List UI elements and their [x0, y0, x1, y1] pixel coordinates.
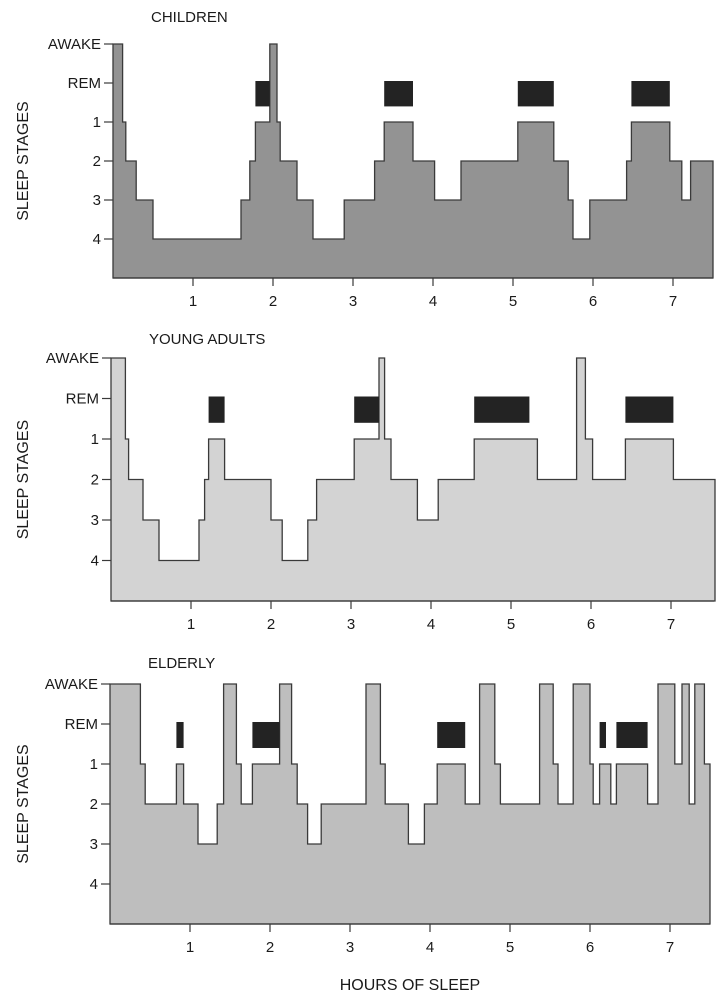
panel-children: CHILDREN SLEEP STAGES AWAKE REM 1 2 3 4 1 2 3 4 5 6 7 — [15, 9, 714, 310]
y-tick-label: 2 — [93, 153, 101, 170]
x-tick-label: 5 — [506, 939, 514, 956]
rem-period-bar — [255, 81, 270, 107]
y-tick-label: 3 — [91, 512, 99, 529]
y-tick-label: REM — [68, 75, 101, 92]
rem-period-bar — [437, 722, 466, 748]
y-tick-label: 1 — [90, 756, 98, 773]
panel-young-adults: YOUNG ADULTS SLEEP STAGES AWAKE REM 1 2 3 4 1 2 3 4… — [15, 331, 716, 633]
rem-period-bar — [384, 81, 413, 107]
panel-elderly: ELDERLY SLEEP STAGES AWAKE REM 1 2 3 4 1 2 3 4 5 6 7 HO… — [15, 655, 711, 994]
y-tick-label: AWAKE — [45, 676, 98, 693]
x-tick-label: 4 — [427, 616, 435, 633]
y-tick-label: 2 — [91, 472, 99, 489]
y-axis-title: SLEEP STAGES — [15, 744, 32, 863]
panel-title: YOUNG ADULTS — [149, 331, 265, 348]
x-tick-label: 3 — [347, 616, 355, 633]
y-tick-label: 4 — [90, 876, 98, 893]
y-tick-label: 3 — [90, 836, 98, 853]
rem-period-bar — [252, 722, 280, 748]
x-tick-label: 1 — [186, 939, 194, 956]
x-tick-label: 1 — [187, 616, 195, 633]
x-tick-label: 7 — [667, 616, 675, 633]
x-tick-label: 3 — [349, 293, 357, 310]
y-tick-label: REM — [66, 391, 99, 408]
panel-title: ELDERLY — [148, 655, 215, 672]
y-tick-label: AWAKE — [46, 350, 99, 367]
x-tick-label: 6 — [586, 939, 594, 956]
y-tick-label: 4 — [93, 231, 101, 248]
hypnogram-area — [109, 683, 711, 925]
x-tick-label: 3 — [346, 939, 354, 956]
hypnogram-area — [112, 43, 714, 279]
x-tick-label: 7 — [669, 293, 677, 310]
x-tick-label: 4 — [429, 293, 437, 310]
x-tick-label: 4 — [426, 939, 434, 956]
y-tick-label: AWAKE — [48, 36, 101, 53]
y-tick-label: 1 — [91, 431, 99, 448]
y-axis-title: SLEEP STAGES — [15, 420, 32, 539]
x-tick-label: 6 — [587, 616, 595, 633]
rem-period-bar — [354, 396, 379, 423]
y-tick-label: 4 — [91, 553, 99, 570]
y-tick-label: REM — [65, 716, 98, 733]
x-tick-label: 5 — [507, 616, 515, 633]
x-tick-label: 1 — [189, 293, 197, 310]
y-tick-label: 1 — [93, 114, 101, 131]
rem-period-bar — [625, 396, 674, 423]
x-tick-label: 2 — [266, 939, 274, 956]
rem-period-bar — [599, 722, 606, 748]
y-tick-label: 2 — [90, 796, 98, 813]
rem-period-bar — [616, 722, 648, 748]
x-tick-label: 2 — [267, 616, 275, 633]
rem-period-bar — [474, 396, 530, 423]
rem-period-bar — [631, 81, 670, 107]
rem-period-bar — [517, 81, 554, 107]
hypnogram-area — [110, 357, 716, 602]
x-tick-label: 2 — [269, 293, 277, 310]
y-tick-label: 3 — [93, 192, 101, 209]
panel-title: CHILDREN — [151, 9, 228, 26]
y-axis-title: SLEEP STAGES — [15, 101, 32, 220]
rem-period-bar — [176, 722, 184, 748]
x-tick-label: 5 — [509, 293, 517, 310]
x-tick-label: 7 — [666, 939, 674, 956]
x-axis-title: HOURS OF SLEEP — [340, 977, 480, 994]
rem-period-bar — [208, 396, 225, 423]
x-tick-label: 6 — [589, 293, 597, 310]
